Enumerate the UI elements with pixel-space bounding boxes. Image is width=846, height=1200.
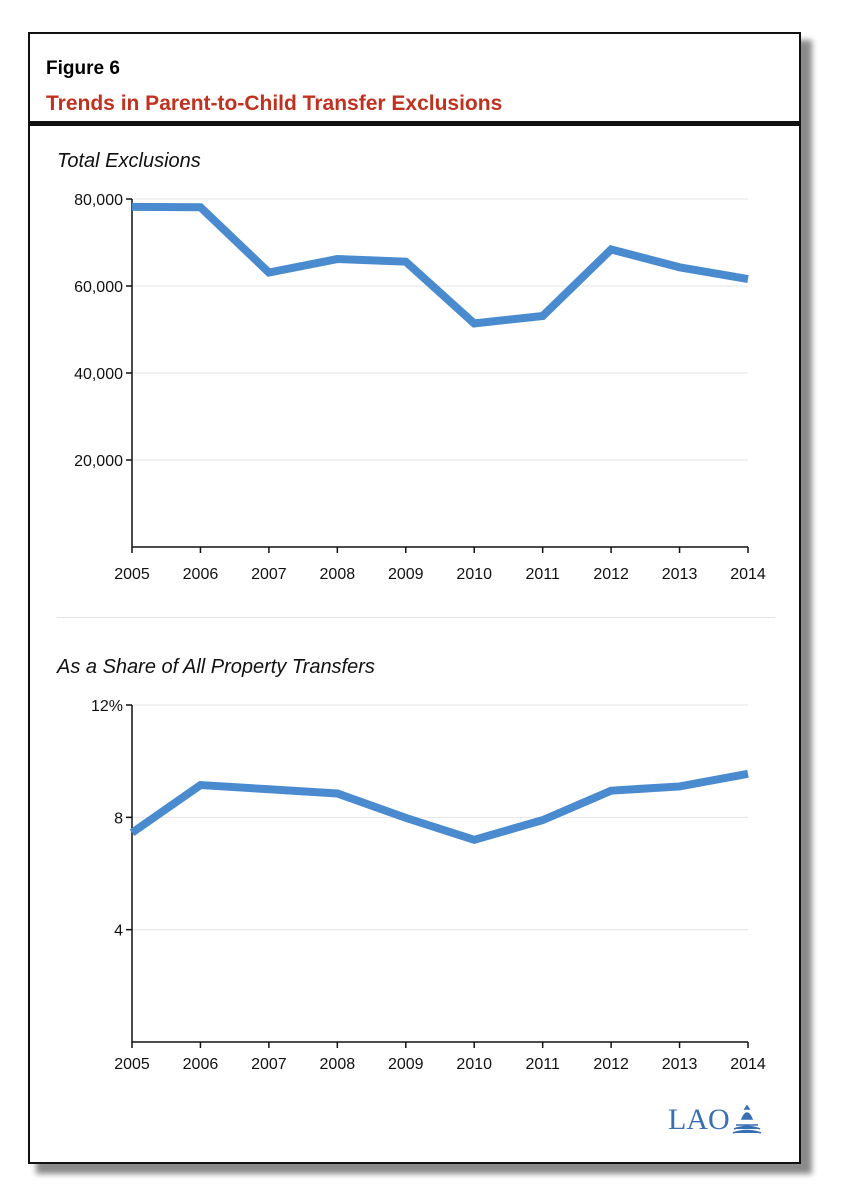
chart-1-xtick-label: 2011 bbox=[525, 566, 560, 583]
chart-2-ytick-label: 4 bbox=[114, 923, 123, 940]
chart-2-series-line bbox=[129, 769, 749, 844]
chart-1-xtick-label: 2006 bbox=[183, 566, 219, 583]
chart-2-title: As a Share of All Property Transfers bbox=[57, 656, 375, 678]
chart-1-xtick-label: 2010 bbox=[456, 566, 492, 583]
chart-2-ytick-label: 8 bbox=[114, 810, 123, 827]
lao-logo: LAO bbox=[668, 1103, 764, 1137]
chart-1-ytick-label: 60,000 bbox=[74, 279, 123, 296]
chart-2-xtick-label: 2014 bbox=[730, 1056, 766, 1073]
chart-separator bbox=[57, 617, 775, 618]
capitol-dome-icon bbox=[732, 1105, 761, 1134]
chart-2-xtick-label: 2008 bbox=[320, 1056, 356, 1073]
figure-frame bbox=[28, 32, 801, 1164]
chart-1-series-line bbox=[131, 202, 749, 328]
figure-title: Trends in Parent-to-Child Transfer Exclu… bbox=[46, 92, 503, 115]
chart-1-ytick-label: 40,000 bbox=[74, 366, 123, 383]
chart-2-xtick-label: 2006 bbox=[183, 1056, 219, 1073]
chart-1-xtick-label: 2012 bbox=[593, 566, 629, 583]
chart-1-xtick-label: 2007 bbox=[251, 566, 287, 583]
chart-2-xtick-label: 2010 bbox=[456, 1056, 492, 1073]
chart-1-xtick-label: 2008 bbox=[320, 566, 356, 583]
chart-1-xtick-label: 2014 bbox=[730, 566, 766, 583]
chart-2-xtick-label: 2007 bbox=[251, 1056, 287, 1073]
header-rule bbox=[28, 121, 801, 126]
chart-1-xtick-label: 2009 bbox=[388, 566, 424, 583]
chart-2-xtick-label: 2013 bbox=[662, 1056, 698, 1073]
chart-1-xtick-label: 2005 bbox=[114, 566, 150, 583]
chart-2-xtick-label: 2009 bbox=[388, 1056, 424, 1073]
chart-2-xtick-label: 2011 bbox=[525, 1056, 560, 1073]
chart-2-xtick-label: 2005 bbox=[114, 1056, 150, 1073]
chart-1-title: Total Exclusions bbox=[57, 150, 201, 172]
chart-2-xtick-label: 2012 bbox=[593, 1056, 629, 1073]
chart-1-ytick-label: 80,000 bbox=[74, 192, 123, 209]
chart-1-ytick-label: 20,000 bbox=[74, 453, 123, 470]
chart-2-ytick-label: 12% bbox=[91, 698, 123, 715]
lao-logo-text: LAO bbox=[668, 1103, 730, 1136]
figure-label: Figure 6 bbox=[46, 58, 120, 79]
chart-1-xtick-label: 2013 bbox=[662, 566, 698, 583]
